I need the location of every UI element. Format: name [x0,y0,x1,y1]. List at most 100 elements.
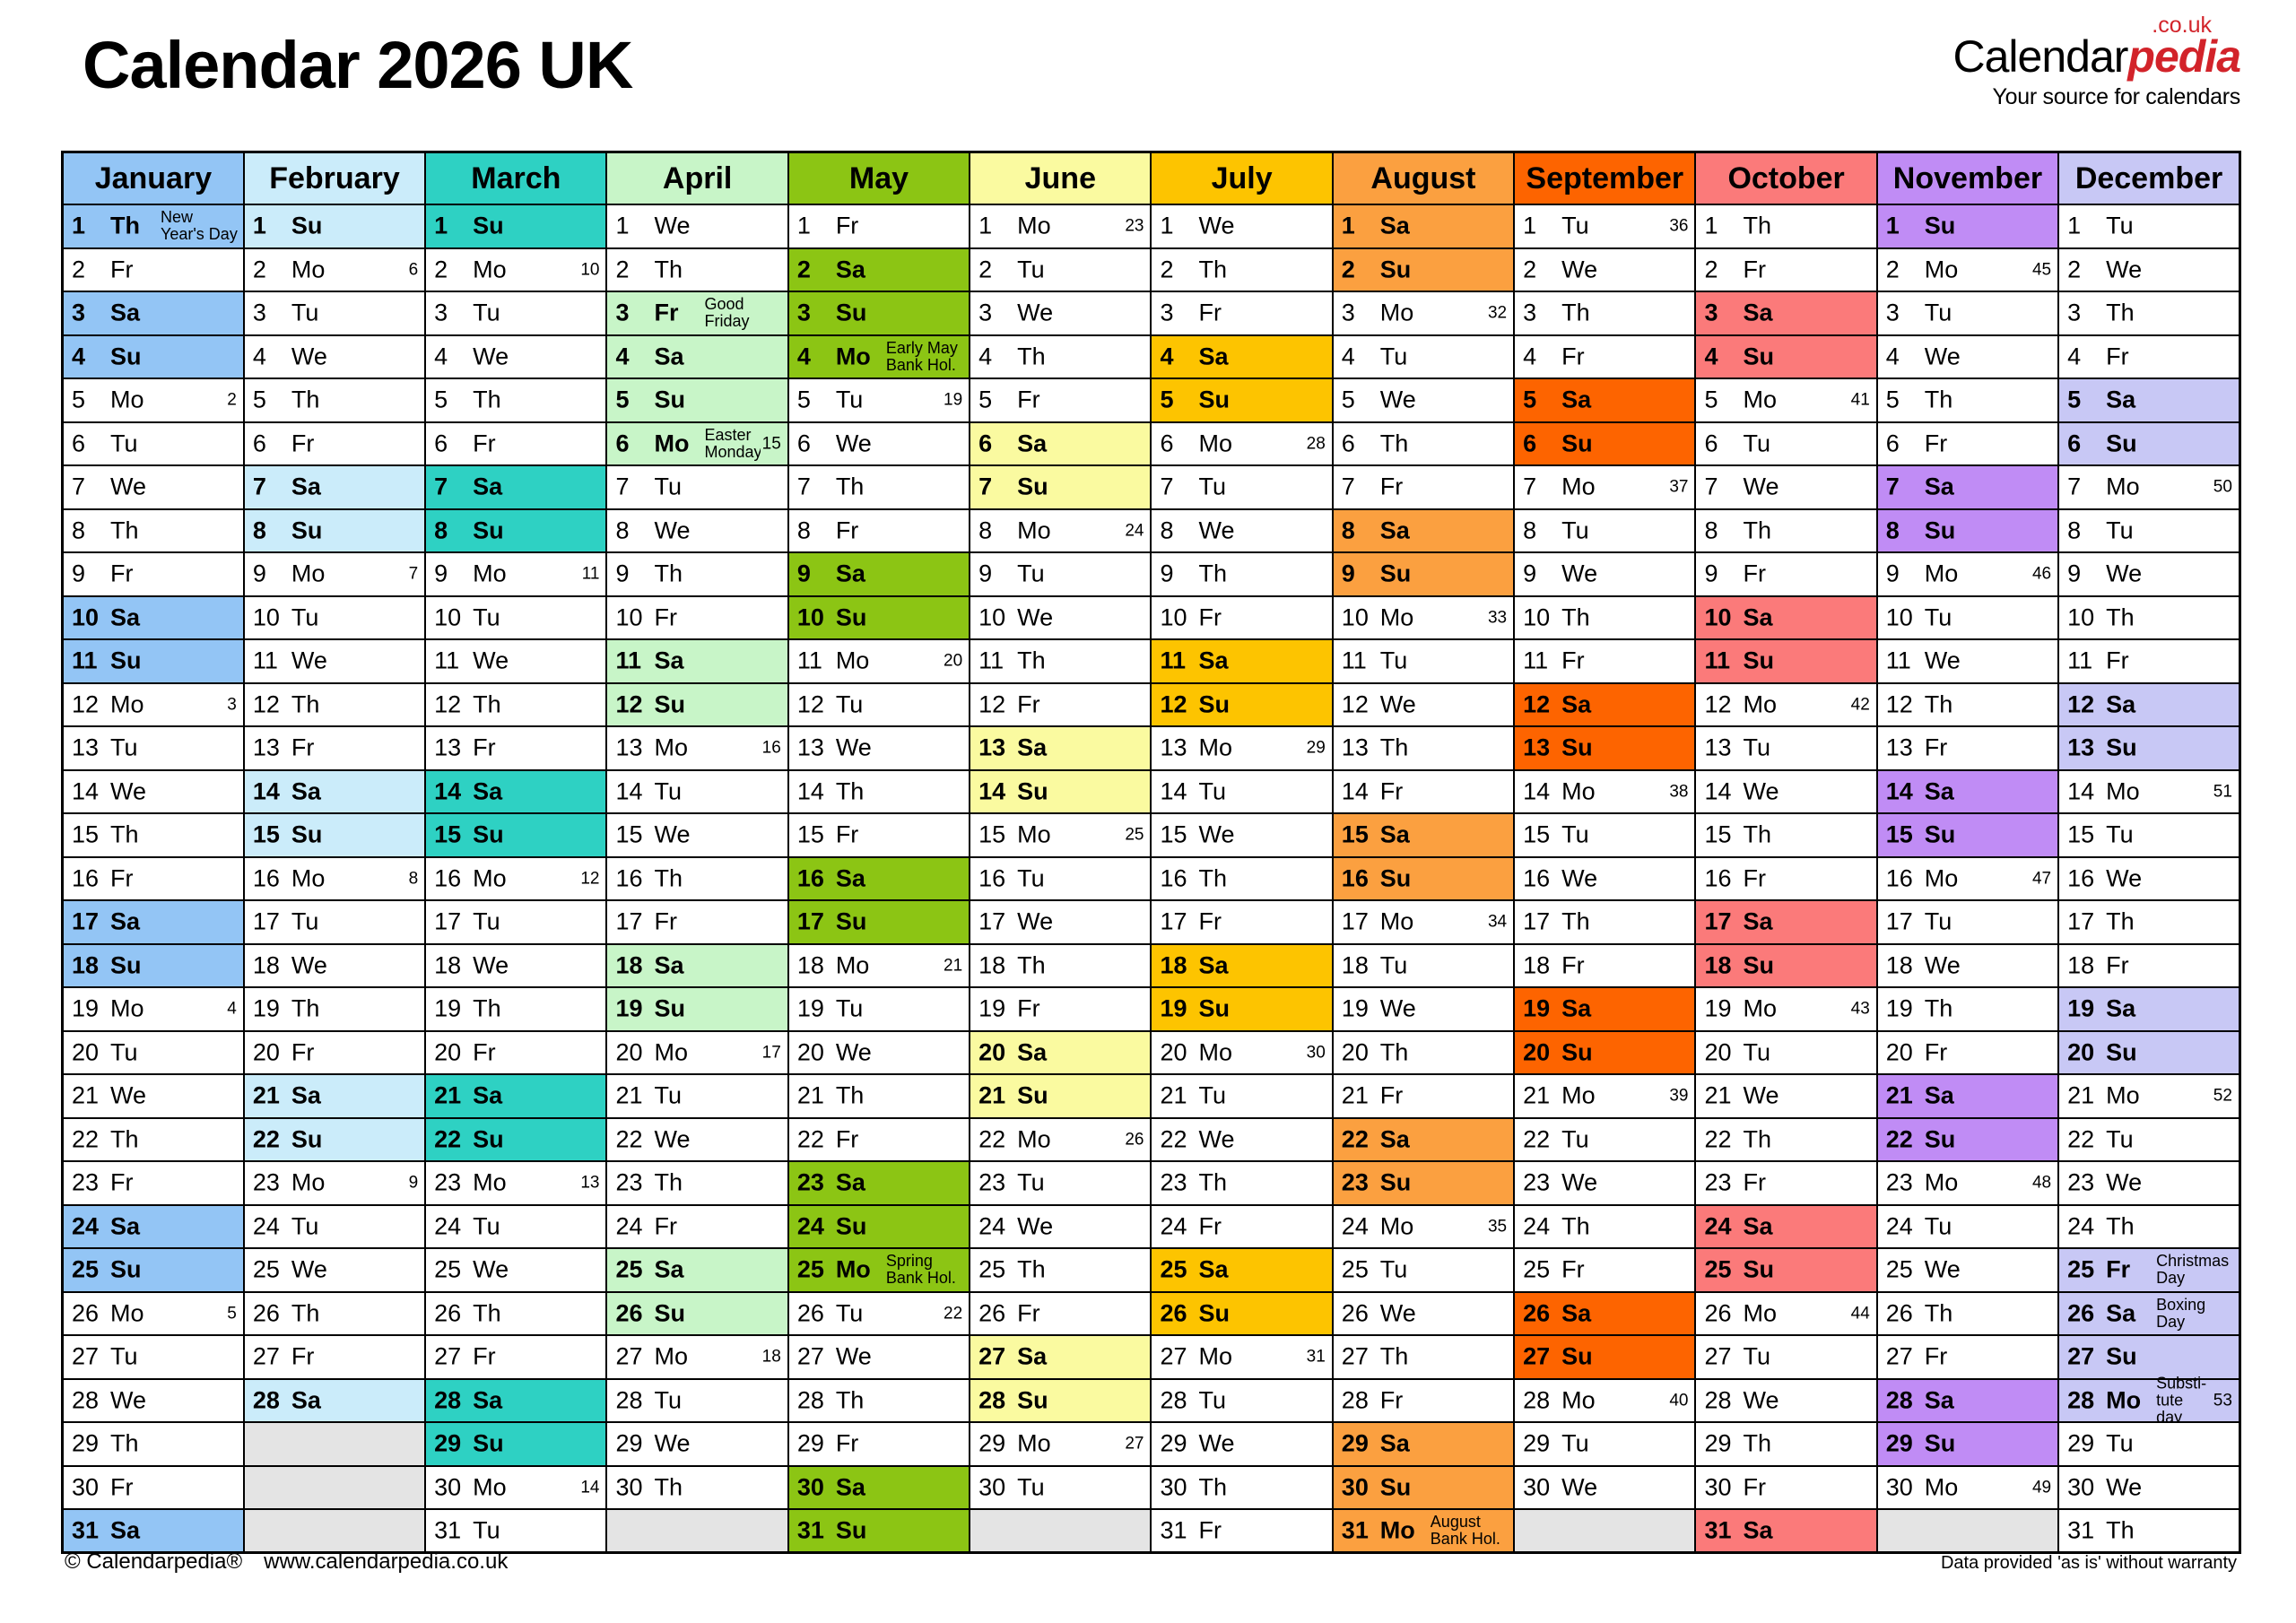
day-cell[interactable]: 18 Mo 21 [787,942,971,988]
day-cell[interactable]: 13 Fr [1875,725,2060,771]
day-cell[interactable]: 3 Tu [242,291,427,336]
day-cell[interactable]: 21 We [1694,1073,1878,1119]
day-cell[interactable]: 30 Th [605,1464,789,1510]
day-cell[interactable]: 7 Tu [605,464,789,510]
day-cell[interactable]: 2 Th [605,247,789,292]
day-cell[interactable]: 4 We [242,334,427,379]
day-cell[interactable]: 13 Su [1513,725,1697,771]
day-cell[interactable]: 21 Sa [424,1073,608,1119]
day-cell[interactable]: 27 Mo 18 [605,1334,789,1380]
day-cell[interactable]: 14 Sa [242,768,427,814]
day-cell[interactable]: 25 We [424,1247,608,1293]
day-cell[interactable]: 20 We [787,1029,971,1075]
day-cell[interactable]: 22 We [605,1116,789,1162]
day-cell[interactable]: 10 We [969,595,1152,640]
day-cell[interactable]: 22 Su [1875,1116,2060,1162]
day-cell[interactable]: 22 Su [242,1116,427,1162]
day-cell[interactable]: 19 Sa [1513,986,1697,1032]
day-cell[interactable]: 22 We [1150,1116,1334,1162]
day-cell[interactable]: 20 Th [1331,1029,1516,1075]
day-cell[interactable]: 17 Th [2057,899,2241,945]
day-cell[interactable]: 25 We [242,1247,427,1293]
day-cell[interactable]: 17 We [969,899,1152,945]
day-cell[interactable]: 18 We [424,942,608,988]
day-cell[interactable]: 24 Mo 35 [1331,1203,1516,1249]
day-cell[interactable]: 5 We [1331,378,1516,423]
day-cell[interactable]: 8 Fr [787,508,971,553]
day-cell[interactable]: 2 Fr [61,247,245,292]
day-cell[interactable]: 21 Th [787,1073,971,1119]
day-cell[interactable]: 27 Su [1513,1334,1697,1380]
day-cell[interactable]: 26 Th [424,1290,608,1336]
day-cell[interactable]: 3 Tu [1875,291,2060,336]
day-cell[interactable]: 4 Mo Early May Bank Hol. [787,334,971,379]
day-cell[interactable]: 8 Su [242,508,427,553]
day-cell[interactable]: 1 Su [1875,204,2060,249]
day-cell[interactable]: 8 Tu [1513,508,1697,553]
day-cell[interactable]: 7 Tu [1150,464,1334,510]
day-cell[interactable]: 13 Tu [61,725,245,771]
day-cell[interactable]: 25 Fr [1513,1247,1697,1293]
day-cell[interactable]: 1 Tu 36 [1513,204,1697,249]
day-cell[interactable]: 6 Th [1331,421,1516,466]
day-cell[interactable]: 27 Tu [61,1334,245,1380]
day-cell[interactable]: 26 Mo 5 [61,1290,245,1336]
day-cell[interactable]: 17 Th [1513,899,1697,945]
day-cell[interactable]: 10 Tu [242,595,427,640]
day-cell[interactable]: 5 Sa [2057,378,2241,423]
day-cell[interactable]: 19 Tu [787,986,971,1032]
day-cell[interactable]: 18 Sa [1150,942,1334,988]
day-cell[interactable]: 28 Mo 40 [1513,1377,1697,1423]
day-cell[interactable]: 26 Th [1875,1290,2060,1336]
day-cell[interactable]: 4 Sa [1150,334,1334,379]
day-cell[interactable]: 30 Sa [787,1464,971,1510]
day-cell[interactable]: 30 We [1513,1464,1697,1510]
day-cell[interactable]: 12 Su [605,681,789,727]
day-cell[interactable]: 7 Sa [1875,464,2060,510]
day-cell[interactable]: 7 Su [969,464,1152,510]
day-cell[interactable]: 12 Su [1150,681,1334,727]
day-cell[interactable]: 29 Sa [1331,1421,1516,1467]
day-cell[interactable]: 6 Tu [1694,421,1878,466]
day-cell[interactable]: 17 Sa [61,899,245,945]
day-cell[interactable]: 1 Th [1694,204,1878,249]
day-cell[interactable]: 15 Tu [1513,812,1697,858]
day-cell[interactable]: 23 Mo 13 [424,1160,608,1206]
day-cell[interactable]: 14 Sa [1875,768,2060,814]
day-cell[interactable]: 17 Mo 34 [1331,899,1516,945]
day-cell[interactable]: 13 We [787,725,971,771]
day-cell[interactable]: 18 Su [1694,942,1878,988]
day-cell[interactable]: 20 Mo 30 [1150,1029,1334,1075]
day-cell[interactable]: 10 Sa [61,595,245,640]
day-cell[interactable]: 3 Tu [424,291,608,336]
day-cell[interactable]: 26 Fr [969,1290,1152,1336]
day-cell[interactable]: 13 Th [1331,725,1516,771]
footer-website-link[interactable]: www.calendarpedia.co.uk [264,1549,509,1574]
day-cell[interactable]: 2 Mo 10 [424,247,608,292]
day-cell[interactable]: 15 Th [1694,812,1878,858]
day-cell[interactable]: 29 Su [424,1421,608,1467]
day-cell[interactable]: 25 Tu [1331,1247,1516,1293]
day-cell[interactable]: 16 Mo 47 [1875,855,2060,901]
day-cell[interactable]: 8 Su [424,508,608,553]
day-cell[interactable]: 31 Sa [1694,1508,1878,1554]
day-cell[interactable]: 27 Su [2057,1334,2241,1380]
day-cell[interactable]: 8 Th [1694,508,1878,553]
day-cell[interactable]: 5 Th [424,378,608,423]
day-cell[interactable]: 12 Th [1875,681,2060,727]
day-cell[interactable]: 16 Fr [1694,855,1878,901]
day-cell[interactable]: 24 Sa [1694,1203,1878,1249]
day-cell[interactable]: 20 Fr [424,1029,608,1075]
day-cell[interactable]: 14 Fr [1331,768,1516,814]
day-cell[interactable]: 2 We [2057,247,2241,292]
day-cell[interactable]: 18 Su [61,942,245,988]
day-cell[interactable]: 21 Sa [1875,1073,2060,1119]
day-cell[interactable]: 10 Mo 33 [1331,595,1516,640]
day-cell[interactable]: 22 Fr [787,1116,971,1162]
day-cell[interactable]: 7 We [61,464,245,510]
day-cell[interactable]: 12 Fr [969,681,1152,727]
day-cell[interactable]: 6 Su [2057,421,2241,466]
day-cell[interactable]: 9 Mo 46 [1875,551,2060,597]
day-cell[interactable]: 12 Sa [1513,681,1697,727]
day-cell[interactable]: 15 Su [424,812,608,858]
